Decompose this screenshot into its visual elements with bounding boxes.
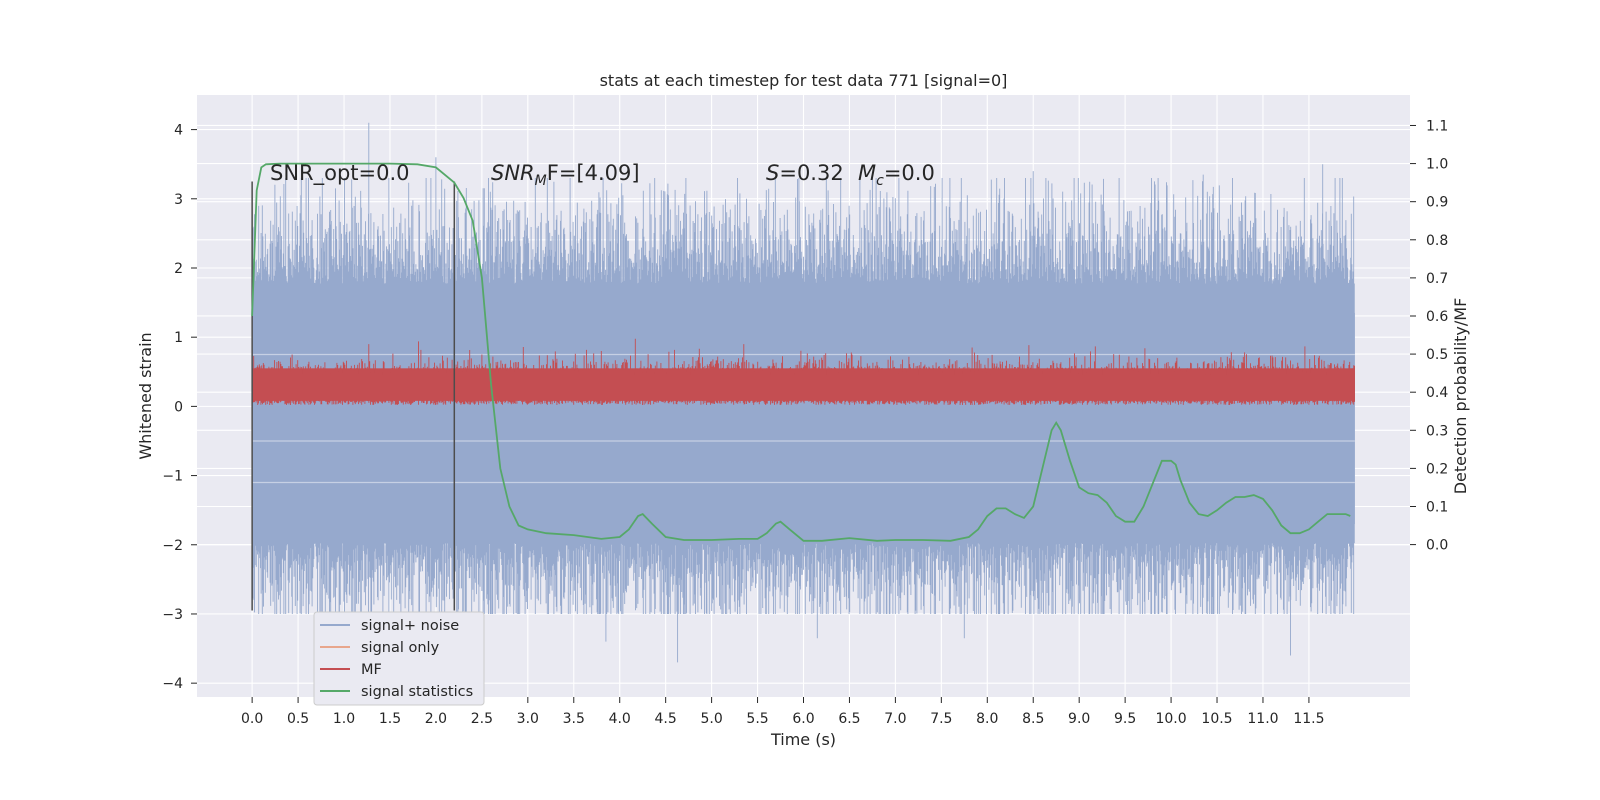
- y-right-tick-label: 1.1: [1426, 118, 1448, 134]
- legend-label: signal only: [361, 640, 440, 656]
- x-tick-label: 9.0: [1068, 711, 1090, 727]
- y-tick-label: 3: [174, 192, 183, 208]
- y-right-tick-label: 0.7: [1426, 271, 1448, 287]
- x-tick-label: 4.5: [655, 711, 677, 727]
- x-axis-ticks: 0.0 0.5 1.0 1.5 2.0 2.5 3.0 3.5 4.0 4.5 5.0 5.5 6.0 6…: [241, 697, 1325, 727]
- x-tick-label: 6.5: [838, 711, 860, 727]
- y-axis-ticks: 4 3 2 1 0 −1 −2 −3 −4: [162, 123, 197, 692]
- x-tick-label: 5.0: [700, 711, 722, 727]
- x-axis-label: Time (s): [770, 730, 836, 749]
- x-tick-label: 0.5: [287, 711, 309, 727]
- x-tick-label: 10.5: [1201, 711, 1232, 727]
- legend-label: signal+ noise: [361, 618, 459, 634]
- y-tick-label: −2: [162, 538, 183, 554]
- vertical-markers: [251, 181, 456, 611]
- x-tick-label: 7.0: [884, 711, 906, 727]
- legend-box: [313, 611, 485, 706]
- y-right-tick-label: 0.0: [1426, 538, 1448, 554]
- x-tick-label: 8.5: [1022, 711, 1044, 727]
- y-right-tick-label: 0.8: [1426, 233, 1448, 249]
- chart-title: stats at each timestep for test data 771…: [600, 71, 1008, 90]
- x-tick-label: 7.5: [930, 711, 952, 727]
- y-tick-label: 4: [174, 123, 183, 139]
- y-right-tick-label: 1.0: [1426, 157, 1448, 173]
- x-tick-label: 5.5: [746, 711, 768, 727]
- legend-item: signal statistics: [320, 684, 473, 700]
- x-tick-label: 2.0: [425, 711, 447, 727]
- x-tick-label: 4.0: [609, 711, 631, 727]
- x-tick-label: 3.0: [517, 711, 539, 727]
- legend-item: signal only: [320, 640, 440, 656]
- x-tick-label: 6.0: [792, 711, 814, 727]
- legend-item: MF: [320, 662, 382, 678]
- annotation-s: S=0.32: [766, 161, 844, 185]
- annotation-snr-opt: SNR_opt=0.0: [270, 161, 410, 186]
- x-tick-label: 0.0: [241, 711, 263, 727]
- y-axis-label: Whitened strain: [136, 332, 155, 459]
- annotation-mc: Mc=0.0: [858, 161, 935, 189]
- y-tick-label: −1: [162, 469, 183, 485]
- signal-statistics-line: [251, 162, 1351, 542]
- legend-label: MF: [361, 662, 382, 678]
- x-tick-label: 11.0: [1247, 711, 1278, 727]
- y-tick-label: 2: [174, 261, 183, 277]
- y-tick-label: 1: [174, 330, 183, 346]
- y-right-tick-label: 0.4: [1426, 385, 1448, 401]
- y-right-tick-label: 0.5: [1426, 347, 1448, 363]
- x-tick-label: 10.0: [1155, 711, 1186, 727]
- x-tick-label: 3.5: [563, 711, 585, 727]
- legend-item: signal+ noise: [320, 618, 459, 634]
- legend-label: signal statistics: [361, 684, 473, 700]
- y-tick-label: −3: [162, 607, 183, 623]
- legend: signal+ noise signal only MF signal statist…: [313, 611, 485, 706]
- x-tick-label: 1.5: [379, 711, 401, 727]
- y-right-axis-label: Detection probability/MF: [1451, 298, 1470, 495]
- x-tick-label: 9.5: [1114, 711, 1136, 727]
- y-right-tick-label: 0.6: [1426, 309, 1448, 325]
- y-right-tick-label: 0.1: [1426, 499, 1448, 515]
- y-right-tick-label: 0.2: [1426, 461, 1448, 477]
- y-tick-label: 0: [174, 399, 183, 415]
- x-tick-label: 1.0: [333, 711, 355, 727]
- y-tick-label: −4: [162, 676, 183, 692]
- y-right-tick-label: 0.9: [1426, 195, 1448, 211]
- y-right-axis-ticks: 1.1 1.0 0.9 0.8 0.7 0.6 0.5 0.4 0.3 0.2 0.1 0.0: [1410, 118, 1448, 554]
- y-right-tick-label: 0.3: [1426, 423, 1448, 439]
- x-tick-label: 8.0: [976, 711, 998, 727]
- signal-noise-series: [251, 122, 1355, 663]
- x-tick-label: 2.5: [471, 711, 493, 727]
- annotation-snr-mf: SNRMF=[4.09]: [491, 161, 640, 189]
- x-tick-label: 11.5: [1293, 711, 1324, 727]
